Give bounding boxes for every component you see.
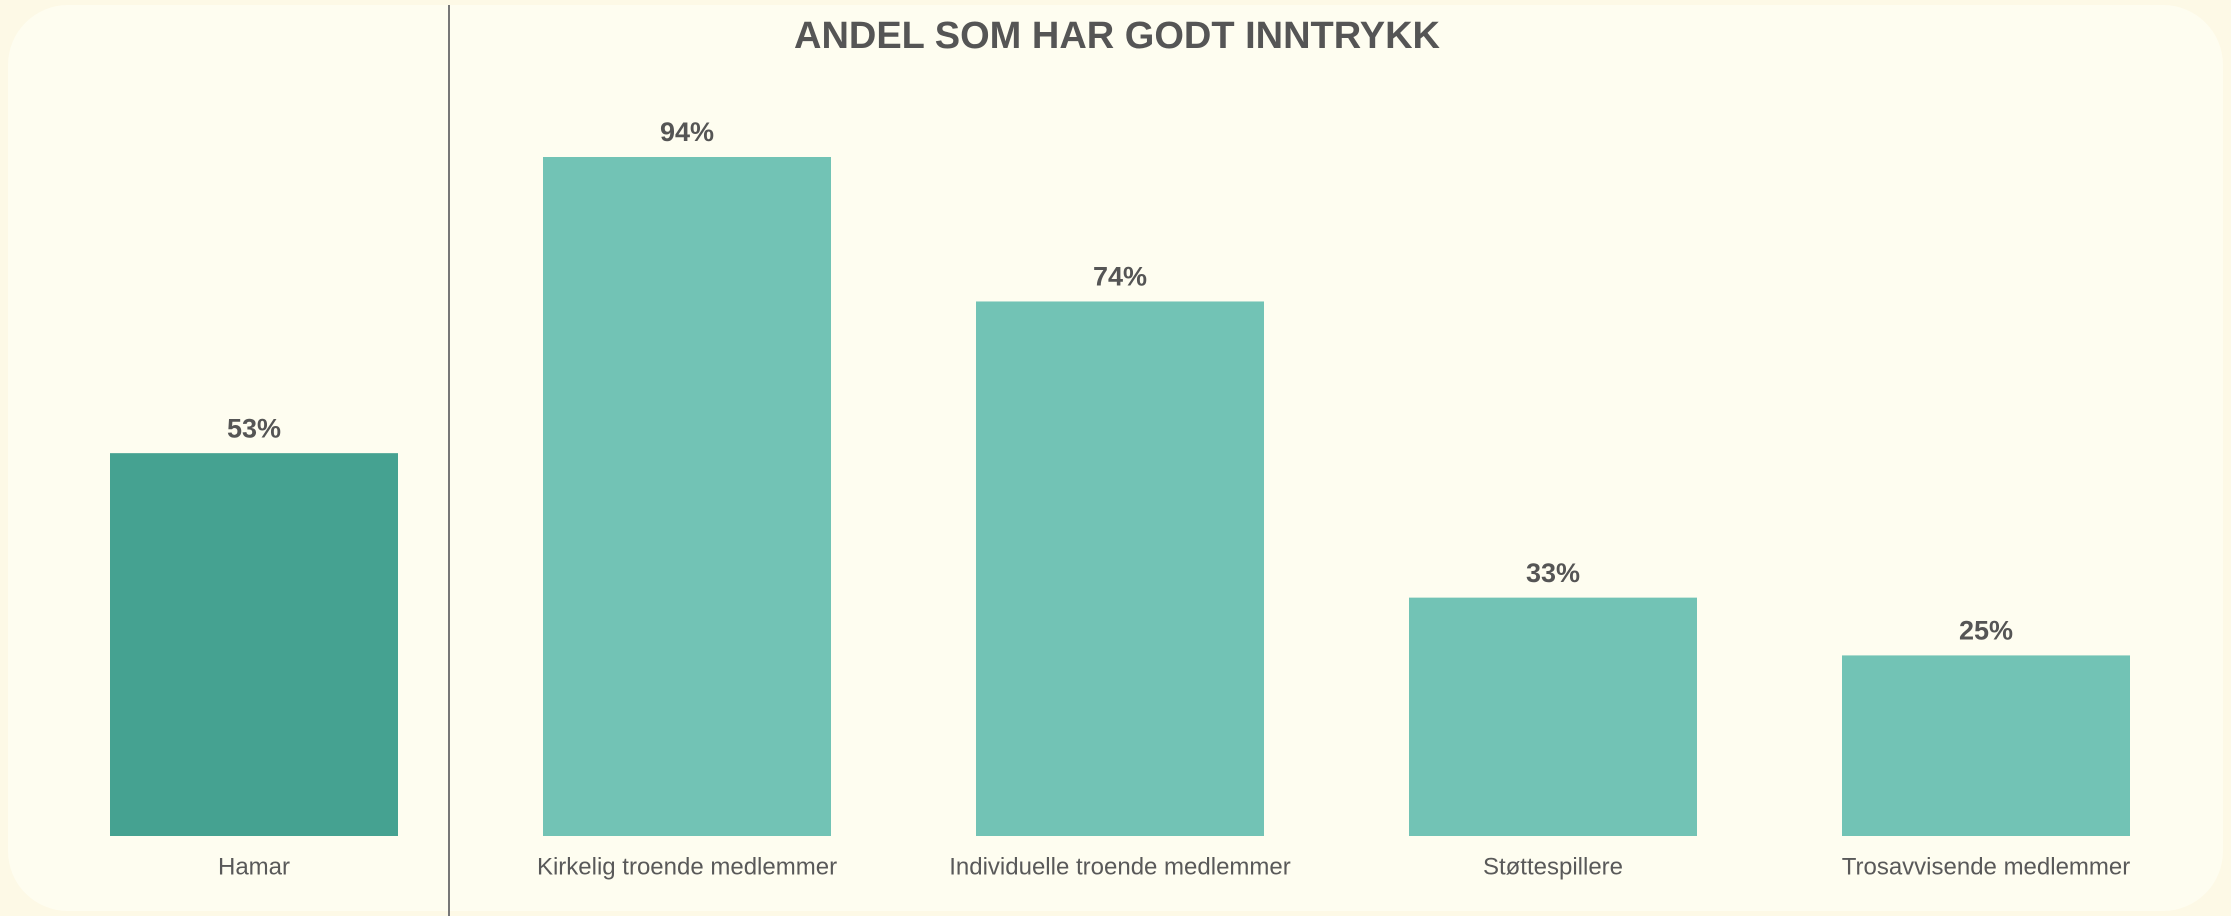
- bar: [976, 301, 1264, 836]
- bar: [110, 453, 398, 836]
- value-label: 33%: [1526, 558, 1580, 588]
- chart-title: ANDEL SOM HAR GODT INNTRYKK: [794, 15, 1441, 57]
- bar: [1842, 655, 2130, 836]
- bar: [543, 157, 831, 836]
- x-tick-label: Kirkelig troende medlemmer: [537, 853, 837, 880]
- value-label: 25%: [1959, 616, 2013, 646]
- value-label: 53%: [227, 413, 281, 443]
- x-tick-label: Individuelle troende medlemmer: [949, 853, 1291, 880]
- value-label: 94%: [660, 117, 714, 147]
- bar: [1409, 597, 1697, 836]
- x-tick-label: Hamar: [218, 853, 290, 880]
- x-tick-label: Støttespillere: [1483, 853, 1623, 880]
- x-tick-label: Trosavvisende medlemmer: [1842, 853, 2131, 880]
- value-label: 74%: [1093, 262, 1147, 292]
